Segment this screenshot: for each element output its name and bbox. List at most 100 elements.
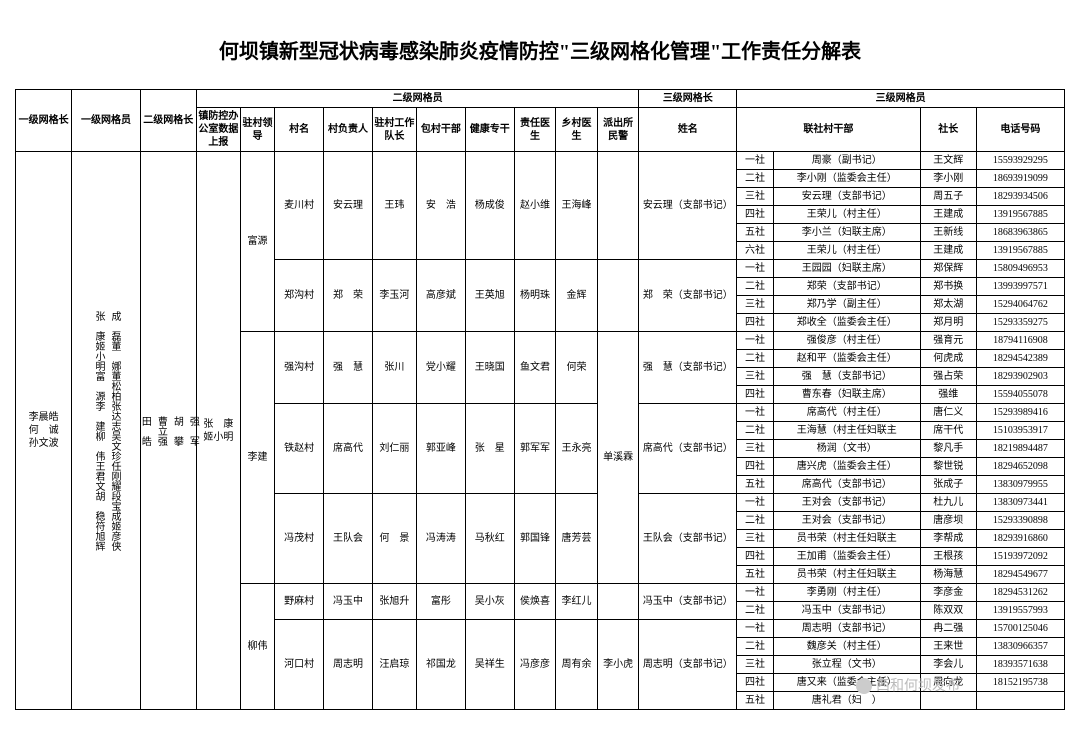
cell-she: 五社: [737, 476, 774, 494]
cell-zrys: 郭国锋: [514, 494, 556, 584]
cell-phone: 18152195738: [976, 674, 1064, 692]
cell-cfz: 安云理: [324, 152, 373, 260]
cell-shezhang: 陈双双: [920, 602, 976, 620]
cell-cfz: 冯玉中: [324, 584, 373, 620]
cell-l3-name: 周志明（支部书记）: [639, 620, 737, 710]
cell-pcsmj: 单溪霖: [597, 332, 639, 584]
cell-she: 三社: [737, 440, 774, 458]
cell-ganbu: 席高代（支部书记）: [773, 476, 920, 494]
cell-phone: 18393571638: [976, 656, 1064, 674]
cell-ganbu: 王对会（支部书记）: [773, 512, 920, 530]
cell-shezhang: 唐彦坝: [920, 512, 976, 530]
cell-zcgz: 李玉河: [372, 260, 416, 332]
th-pcsmj: 派出所民警: [597, 108, 639, 152]
th-l3-member: 三级网格员: [737, 90, 1065, 108]
cell-phone: 18219894487: [976, 440, 1064, 458]
cell-phone: 13919567885: [976, 242, 1064, 260]
cell-phone: 15293989416: [976, 404, 1064, 422]
cell-ganbu: 杨润（文书）: [773, 440, 920, 458]
cell-ganbu: 李勇刚（村主任）: [773, 584, 920, 602]
cell-she: 一社: [737, 404, 774, 422]
cell-shezhang: 周五子: [920, 188, 976, 206]
cell-she: 二社: [737, 602, 774, 620]
cell-phone: 13993997571: [976, 278, 1064, 296]
cell-she: 四社: [737, 548, 774, 566]
cell-she: 一社: [737, 260, 774, 278]
cell-phone: [976, 692, 1064, 710]
cell-phone: 18294531262: [976, 584, 1064, 602]
cell-ganbu: 员书荣（村主任妇联主: [773, 530, 920, 548]
cell-she: 三社: [737, 530, 774, 548]
cell-jkzs: 吴小灰: [465, 584, 514, 620]
cell-shezhang: 李会儿: [920, 656, 976, 674]
cell-phone: 15293390898: [976, 512, 1064, 530]
cell-she: 三社: [737, 188, 774, 206]
cell-shezhang: 郑保辉: [920, 260, 976, 278]
cell-she: 一社: [737, 332, 774, 350]
cell-she: 二社: [737, 170, 774, 188]
th-jkzs: 健康专干: [465, 108, 514, 152]
cell-l3-name: 席高代（支部书记）: [639, 404, 737, 494]
cell-phone: 15293359275: [976, 314, 1064, 332]
cell-phone: 18293934506: [976, 188, 1064, 206]
cell-she: 三社: [737, 296, 774, 314]
cell-shezhang: 张成子: [920, 476, 976, 494]
cell-jkzs: 王英旭: [465, 260, 514, 332]
th-zc: 驻村领导: [240, 108, 274, 152]
cell-she: 五社: [737, 692, 774, 710]
cell-she: 三社: [737, 656, 774, 674]
cell-zc-leader: 李建: [240, 332, 274, 584]
cell-shezhang: 冉二强: [920, 620, 976, 638]
cell-shezhang: 郑月明: [920, 314, 976, 332]
cell-ganbu: 周豪（副书记）: [773, 152, 920, 170]
cell-xcys: 王永亮: [556, 404, 598, 494]
cell-phone: 15594055078: [976, 386, 1064, 404]
cell-she: 一社: [737, 494, 774, 512]
cell-ganbu: 王加甫（监委会主任）: [773, 548, 920, 566]
cell-phone: 15103953917: [976, 422, 1064, 440]
cell-phone: 15700125046: [976, 620, 1064, 638]
cell-phone: 13830979955: [976, 476, 1064, 494]
cell-phone: 18693919099: [976, 170, 1064, 188]
cell-ganbu: 安云理（支部书记）: [773, 188, 920, 206]
cell-cfz: 郑 荣: [324, 260, 373, 332]
cell-xcys: 王海峰: [556, 152, 598, 260]
cell-zcgz: 汪启琼: [372, 620, 416, 710]
cell-ganbu: 王园园（妇联主席）: [773, 260, 920, 278]
cell-shezhang: 郑太湖: [920, 296, 976, 314]
cell-jkzs: 马秋红: [465, 494, 514, 584]
cell-zrys: 郭军军: [514, 404, 556, 494]
cell-she: 五社: [737, 566, 774, 584]
cell-cfz: 周志明: [324, 620, 373, 710]
cell-shezhang: 郑书换: [920, 278, 976, 296]
cell-phone: 15294064762: [976, 296, 1064, 314]
cell-she: 四社: [737, 386, 774, 404]
cell-bcgb: 郭亚峰: [416, 404, 465, 494]
th-l3-leader: 三级网格长: [639, 90, 737, 108]
cell-jkzs: 王晓国: [465, 332, 514, 404]
cell-village: 强沟村: [275, 332, 324, 404]
cell-l3-name: 郑 荣（支部书记）: [639, 260, 737, 332]
cell-shezhang: 黎凡手: [920, 440, 976, 458]
cell-she: 二社: [737, 422, 774, 440]
cell-l3-name: 王队会（支部书记）: [639, 494, 737, 584]
th-zrys: 责任医生: [514, 108, 556, 152]
responsibility-table: 一级网格长 一级网格员 二级网格长 二级网格员 三级网格长 三级网格员 镇防控办…: [15, 89, 1065, 710]
th-cfz: 村负责人: [324, 108, 373, 152]
cell-shezhang: 强维: [920, 386, 976, 404]
cell-she: 四社: [737, 314, 774, 332]
cell-l3-name: 冯玉中（支部书记）: [639, 584, 737, 620]
cell-shezhang: 杨海慧: [920, 566, 976, 584]
cell-ganbu: 李小兰（妇联主席）: [773, 224, 920, 242]
th-bcgb: 包村干部: [416, 108, 465, 152]
cell-xcys: 周有余: [556, 620, 598, 710]
cell-ganbu: 郑荣（支部书记）: [773, 278, 920, 296]
cell-shezhang: 席干代: [920, 422, 976, 440]
cell-bcgb: 高彦斌: [416, 260, 465, 332]
cell-l1-leader: 李晨皓 何 诚 孙文波: [16, 152, 72, 710]
wechat-icon: [856, 678, 872, 694]
cell-she: 一社: [737, 152, 774, 170]
cell-village: 郑沟村: [275, 260, 324, 332]
cell-shezhang: 李帮成: [920, 530, 976, 548]
cell-ganbu: 唐兴虎（监委会主任）: [773, 458, 920, 476]
